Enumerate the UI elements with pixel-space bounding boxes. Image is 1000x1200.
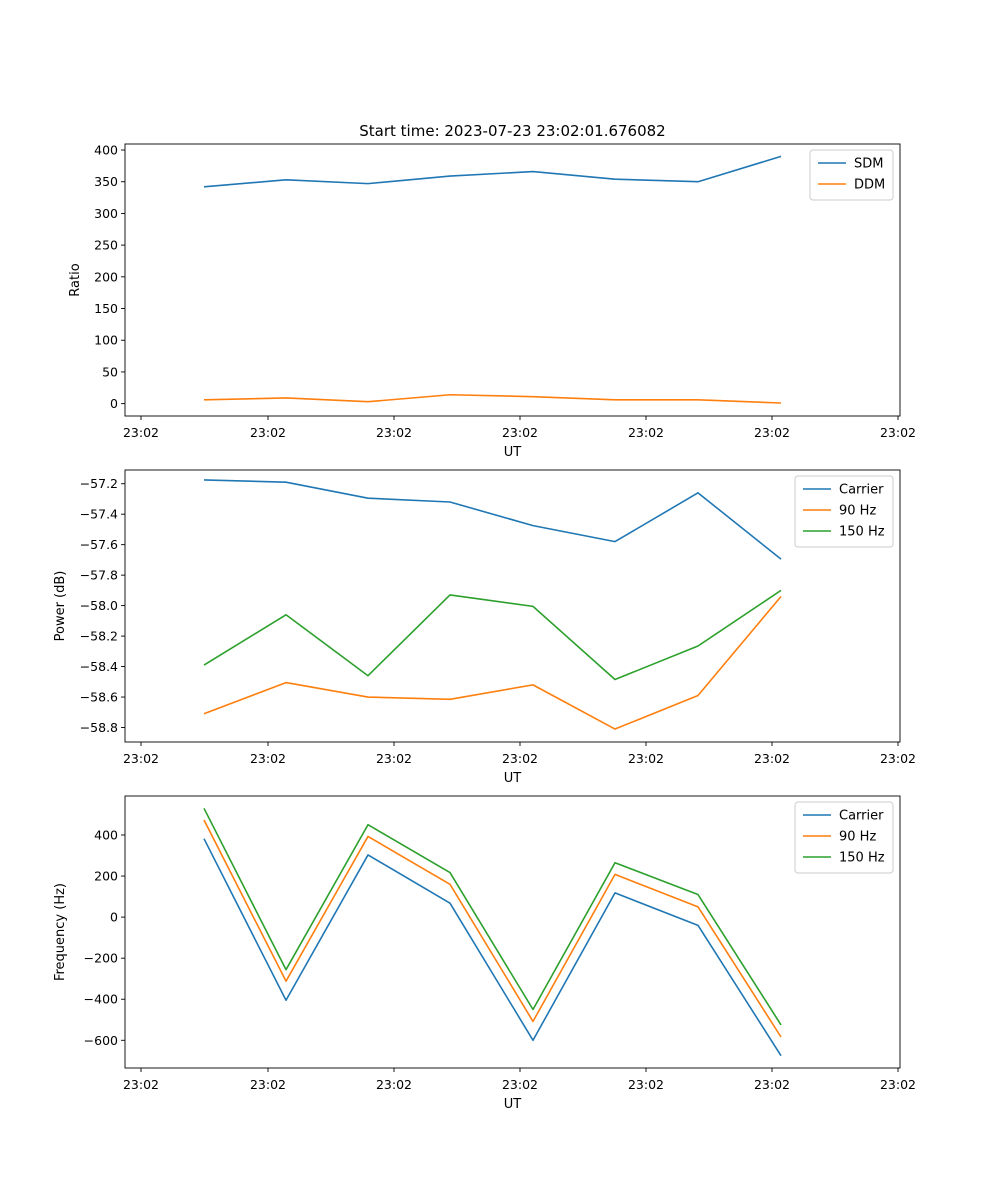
chart-panel-2: −58.8 −58.6 −58.4 −58.2 −58.0 −57.8 −57.6 −57.4… (53, 469, 916, 786)
y-tick-label: 300 (94, 206, 118, 221)
series-line-carrier (203, 479, 782, 560)
y-tick-label: 200 (94, 269, 118, 284)
x-tick-label: 23:02 (628, 425, 664, 440)
x-tick-label: 23:02 (250, 751, 286, 766)
y-tick-label: 350 (94, 174, 118, 189)
legend-box (794, 475, 894, 548)
y-tick-label: −58.2 (80, 629, 118, 644)
x-tick-label: 23:02 (376, 425, 412, 440)
y-tick-label: −57.6 (80, 537, 118, 552)
y-axis-label: Power (dB) (53, 571, 68, 642)
x-tick-label: 23:02 (123, 1077, 159, 1092)
x-tick-label: 23:02 (376, 751, 412, 766)
y-tick-label: −58.6 (80, 690, 118, 705)
legend-label: Carrier (839, 483, 884, 498)
legend-label: DDM (854, 178, 885, 193)
y-tick-label: 200 (94, 869, 118, 884)
legend-label: 90 Hz (839, 504, 876, 519)
axes-frame (124, 469, 901, 743)
x-tick-label: 23:02 (880, 751, 916, 766)
x-tick-label: 23:02 (628, 751, 664, 766)
y-tick-label: 150 (94, 301, 118, 316)
x-tick-label: 23:02 (250, 1077, 286, 1092)
series-line-150-hz (203, 807, 782, 1026)
axes-frame (124, 795, 901, 1069)
x-tick-label: 23:02 (754, 751, 790, 766)
x-tick-label: 23:02 (754, 1077, 790, 1092)
x-tick-label: 23:02 (754, 425, 790, 440)
legend: SDM DDM (809, 149, 894, 201)
y-tick-label: −200 (84, 951, 118, 966)
y-tick-label: −57.8 (80, 568, 118, 583)
y-tick-label: −58.0 (80, 598, 118, 613)
series-line-150-hz (203, 589, 782, 681)
y-tick-label: 0 (110, 910, 118, 925)
x-tick-label: 23:02 (880, 1077, 916, 1092)
series-line-90-hz (203, 819, 782, 1038)
x-tick-label: 23:02 (502, 751, 538, 766)
series-line-90-hz (203, 595, 782, 730)
y-tick-label: −58.8 (80, 720, 118, 735)
y-tick-label: −57.4 (80, 507, 118, 522)
legend-label: SDM (854, 157, 883, 172)
y-tick-label: −600 (84, 1033, 118, 1048)
x-tick-label: 23:02 (880, 425, 916, 440)
legend-box (794, 801, 894, 874)
x-axis-label: UT (504, 1097, 522, 1112)
legend-label: 150 Hz (839, 525, 885, 540)
y-tick-label: −57.2 (80, 476, 118, 491)
x-axis-label: UT (504, 445, 522, 460)
y-tick-label: −58.4 (80, 659, 118, 674)
legend-label: Carrier (839, 809, 884, 824)
x-tick-label: 23:02 (250, 425, 286, 440)
x-tick-label: 23:02 (376, 1077, 412, 1092)
y-tick-label: 250 (94, 238, 118, 253)
y-tick-label: 0 (110, 396, 118, 411)
legend: Carrier 90 Hz 150 Hz (794, 475, 894, 548)
legend-label: 90 Hz (839, 830, 876, 845)
x-tick-label: 23:02 (502, 425, 538, 440)
series-line-sdm (203, 155, 782, 188)
chart-panel-1: 0 50 100 150 200 250 300 350 400 23:02 23:02 23:02 2… (68, 143, 916, 460)
x-tick-label: 23:02 (628, 1077, 664, 1092)
y-tick-label: 50 (102, 364, 118, 379)
x-tick-label: 23:02 (123, 425, 159, 440)
series-line-carrier (203, 838, 782, 1057)
series-line-ddm (203, 393, 782, 404)
y-tick-label: −400 (84, 992, 118, 1007)
y-tick-label: 400 (94, 143, 118, 158)
legend: Carrier 90 Hz 150 Hz (794, 801, 894, 874)
y-tick-label: 100 (94, 333, 118, 348)
y-tick-label: 400 (94, 828, 118, 843)
x-tick-label: 23:02 (123, 751, 159, 766)
x-axis-label: UT (504, 771, 522, 786)
y-axis-label: Frequency (Hz) (53, 883, 68, 981)
y-axis-label: Ratio (68, 263, 83, 296)
chart-panel-3: −600 −400 −200 0 200 400 23:02 23:02 23:02 23:02 2… (53, 795, 916, 1112)
x-tick-label: 23:02 (502, 1077, 538, 1092)
legend-label: 150 Hz (839, 851, 885, 866)
figure-title: Start time: 2023-07-23 23:02:01.676082 (359, 122, 665, 140)
axes-frame (124, 143, 901, 417)
